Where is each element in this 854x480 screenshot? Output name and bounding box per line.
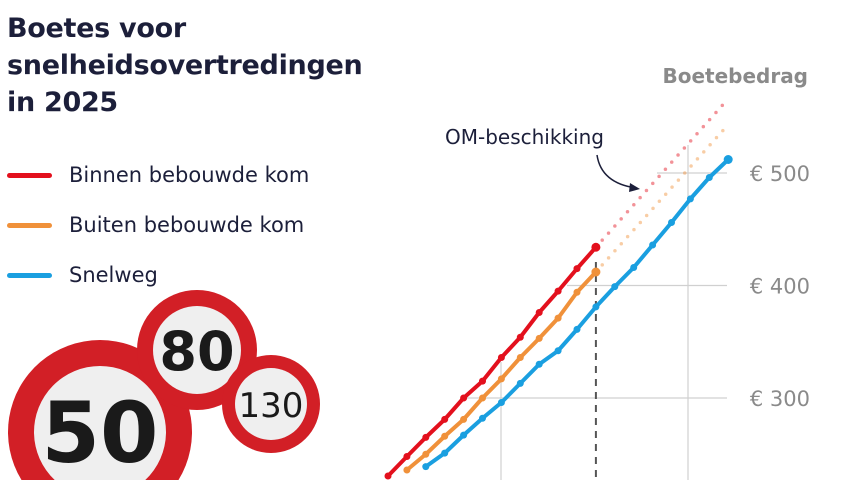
data-point — [516, 354, 524, 361]
legend-item-snelweg: Snelweg — [7, 250, 309, 300]
annotation-om: OM-beschikking — [445, 125, 604, 149]
data-point — [460, 431, 468, 439]
data-point — [573, 288, 581, 296]
data-point — [611, 283, 619, 291]
data-point — [649, 241, 657, 249]
y-tick-label: € 500 — [750, 162, 810, 186]
chart-title: Boetes voor snelheidsovertredingen in 20… — [7, 13, 363, 118]
data-point — [384, 472, 392, 480]
legend-item-binnen: Binnen bebouwde kom — [7, 150, 309, 200]
sign-label: 50 — [42, 384, 159, 480]
data-point — [630, 264, 638, 271]
data-point — [479, 394, 486, 402]
data-point — [591, 242, 601, 252]
data-point — [668, 219, 675, 226]
data-point — [497, 399, 505, 406]
y-tick-label: € 400 — [750, 275, 810, 299]
data-point — [441, 432, 449, 440]
data-point — [573, 265, 581, 273]
arrowhead-icon — [629, 183, 640, 192]
series-line — [386, 245, 598, 478]
data-point — [554, 314, 562, 322]
data-point — [497, 375, 505, 383]
data-point — [441, 415, 449, 423]
legend-swatch — [7, 172, 52, 178]
data-point — [554, 347, 562, 355]
data-point — [686, 195, 694, 203]
legend: Binnen bebouwde kom Buiten bebouwde kom … — [7, 150, 309, 300]
y-axis-label: Boetebedrag — [662, 64, 808, 88]
data-point — [479, 414, 486, 422]
data-point — [516, 333, 524, 341]
data-point — [460, 415, 468, 423]
legend-label: Snelweg — [69, 263, 158, 287]
data-point — [422, 463, 430, 471]
data-point — [422, 433, 430, 441]
data-point — [592, 303, 600, 311]
data-point — [535, 334, 543, 342]
data-point — [723, 155, 733, 164]
data-point — [535, 309, 543, 316]
data-point — [705, 174, 713, 181]
data-point — [403, 466, 411, 474]
legend-label: Binnen bebouwde kom — [69, 163, 310, 187]
data-point — [403, 453, 411, 460]
sign-label: 130 — [239, 386, 304, 426]
data-point — [422, 450, 430, 458]
projection-dotted-line — [594, 122, 730, 274]
data-point — [497, 354, 505, 361]
data-point — [573, 325, 581, 333]
legend-item-buiten: Buiten bebouwde kom — [7, 200, 309, 250]
data-point — [479, 377, 486, 385]
data-point — [535, 360, 543, 368]
y-tick-label: € 300 — [750, 387, 810, 411]
sign-label: 80 — [159, 320, 234, 383]
data-point — [441, 449, 449, 457]
annotation-arrow — [596, 154, 637, 189]
sign-face — [34, 366, 166, 480]
data-point — [591, 267, 601, 277]
legend-label: Buiten bebouwde kom — [69, 213, 305, 237]
legend-swatch — [7, 222, 52, 228]
series-line — [424, 158, 730, 469]
speed-sign-50: 50 — [7, 340, 193, 480]
legend-swatch — [7, 272, 52, 278]
data-point — [554, 287, 562, 295]
data-point — [516, 379, 524, 387]
speed-sign-130: 130 — [222, 355, 320, 453]
data-point — [460, 394, 468, 402]
speed-sign-80: 80 — [137, 290, 257, 410]
